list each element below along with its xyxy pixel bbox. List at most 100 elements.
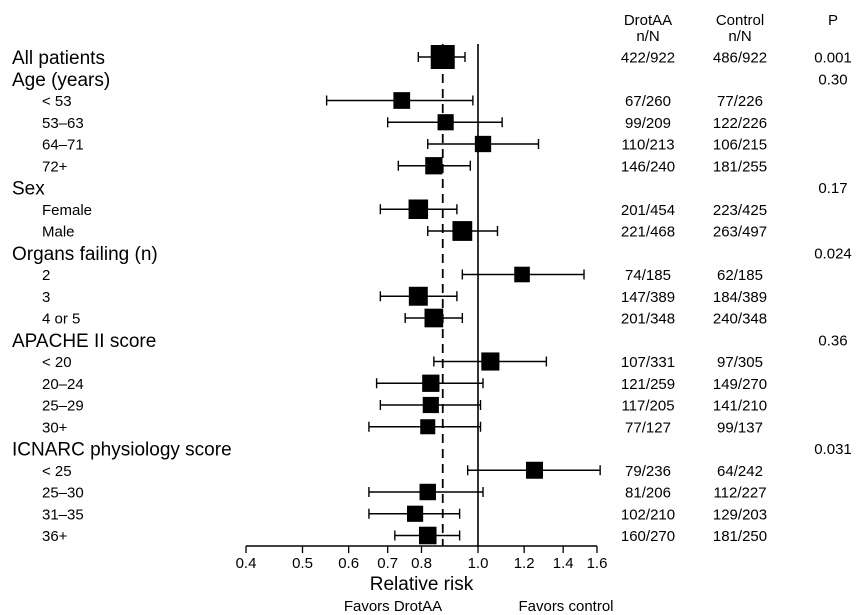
drotaa-count: 77/127 <box>625 419 671 436</box>
row-label: Male <box>42 224 75 241</box>
p-value: 0.024 <box>814 245 852 262</box>
estimate-square <box>474 135 492 153</box>
drotaa-count: 102/210 <box>621 506 675 523</box>
row-label: Age (years) <box>12 70 110 91</box>
drotaa-count: 147/389 <box>621 289 675 306</box>
row-label: 25–29 <box>42 398 84 415</box>
estimate-square <box>514 266 530 283</box>
control-count: 181/255 <box>713 158 767 175</box>
row-label: 2 <box>42 267 50 284</box>
estimate-square <box>425 157 443 175</box>
x-tick-label: 0.6 <box>338 555 359 572</box>
row-label: 72+ <box>42 158 68 175</box>
drotaa-count: 74/185 <box>625 267 671 284</box>
p-values: 0.001 0.30 0.17 0.024 0.36 0.031 <box>814 50 852 459</box>
control-count: 64/242 <box>717 463 763 480</box>
control-count: 240/348 <box>713 311 767 328</box>
control-count: 99/137 <box>717 419 763 436</box>
x-tick-label: 0.4 <box>236 555 257 572</box>
row-label: 31–35 <box>42 506 84 523</box>
row-label: 30+ <box>42 419 68 436</box>
drotaa-count: 99/209 <box>625 115 671 132</box>
control-count: 112/227 <box>713 485 766 502</box>
estimate-square <box>481 352 500 371</box>
row-label: 64–71 <box>42 137 84 154</box>
row-label: APACHE II score <box>12 331 156 352</box>
control-header: Control <box>716 12 764 29</box>
estimate-square <box>437 114 454 131</box>
estimate-square <box>422 374 440 392</box>
estimate-square <box>393 92 411 109</box>
estimate-square <box>430 45 455 69</box>
x-tick-label: 1.2 <box>514 555 535 572</box>
row-label: Organs failing (n) <box>12 244 158 265</box>
p-header: P <box>828 12 838 29</box>
p-value: 0.001 <box>814 50 852 67</box>
drotaa-count: 121/259 <box>621 376 675 393</box>
estimate-square <box>525 461 543 479</box>
drotaa-count: 110/213 <box>621 137 674 154</box>
row-label: All patients <box>12 48 105 69</box>
favors-right-label: Favors control <box>518 598 613 615</box>
drotaa-count: 117/205 <box>621 398 674 415</box>
drotaa-header: DrotAA <box>624 12 672 29</box>
control-count: 223/425 <box>713 202 767 219</box>
control-count: 486/922 <box>713 50 767 67</box>
estimate-square <box>422 396 439 414</box>
drotaa-count: 146/240 <box>621 158 675 175</box>
control-count: 184/389 <box>713 289 767 306</box>
row-label: ICNARC physiology score <box>12 440 232 461</box>
count-columns: 422/922 486/922 67/260 77/226 99/209 122/226 1… <box>621 50 767 546</box>
control-count: 106/215 <box>713 137 767 154</box>
x-axis-title: Relative risk <box>370 574 474 595</box>
x-tick-label: 1.0 <box>468 555 489 572</box>
row-label: < 25 <box>42 463 72 480</box>
estimate-square <box>424 308 444 328</box>
p-value: 0.30 <box>818 71 847 88</box>
x-axis: 0.4 0.5 0.6 0.7 0.8 1.0 1.2 1.4 1.6 Relative risk… <box>236 545 614 615</box>
row-label: < 20 <box>42 354 72 371</box>
control-count: 97/305 <box>717 354 763 371</box>
p-value: 0.17 <box>818 180 847 197</box>
estimate-square <box>419 483 436 501</box>
control-count: 62/185 <box>717 267 763 284</box>
control-count: 263/497 <box>713 224 767 241</box>
row-label: Female <box>42 202 92 219</box>
x-tick-label: 1.6 <box>587 555 608 572</box>
x-tick-label: 0.5 <box>292 555 313 572</box>
estimate-square <box>408 199 429 220</box>
drotaa-count: 201/454 <box>621 202 675 219</box>
x-tick-label: 0.8 <box>411 555 432 572</box>
drotaa-subheader: n/N <box>636 28 659 45</box>
drotaa-count: 107/331 <box>621 354 675 371</box>
row-label: 3 <box>42 289 50 306</box>
row-label: 53–63 <box>42 115 84 132</box>
estimate-square <box>418 526 437 545</box>
control-count: 181/250 <box>713 528 767 545</box>
p-value: 0.031 <box>814 441 852 458</box>
control-count: 141/210 <box>713 398 767 415</box>
drotaa-count: 201/348 <box>621 311 675 328</box>
drotaa-count: 67/260 <box>625 93 671 110</box>
control-count: 77/226 <box>717 93 763 110</box>
drotaa-count: 221/468 <box>621 224 675 241</box>
control-subheader: n/N <box>728 28 751 45</box>
row-label: 20–24 <box>42 376 84 393</box>
estimate-square <box>420 419 436 435</box>
row-label: < 53 <box>42 93 72 110</box>
estimate-square <box>408 286 428 306</box>
drotaa-count: 422/922 <box>621 50 675 67</box>
p-value: 0.36 <box>818 332 847 349</box>
drotaa-count: 81/206 <box>625 485 671 502</box>
control-count: 129/203 <box>713 506 767 523</box>
row-label: 36+ <box>42 528 68 545</box>
control-count: 149/270 <box>713 376 767 393</box>
x-tick-label: 1.4 <box>553 555 574 572</box>
control-count: 122/226 <box>713 115 767 132</box>
row-label: 25–30 <box>42 485 84 502</box>
estimate-marks <box>325 45 601 545</box>
estimate-square <box>407 505 424 522</box>
